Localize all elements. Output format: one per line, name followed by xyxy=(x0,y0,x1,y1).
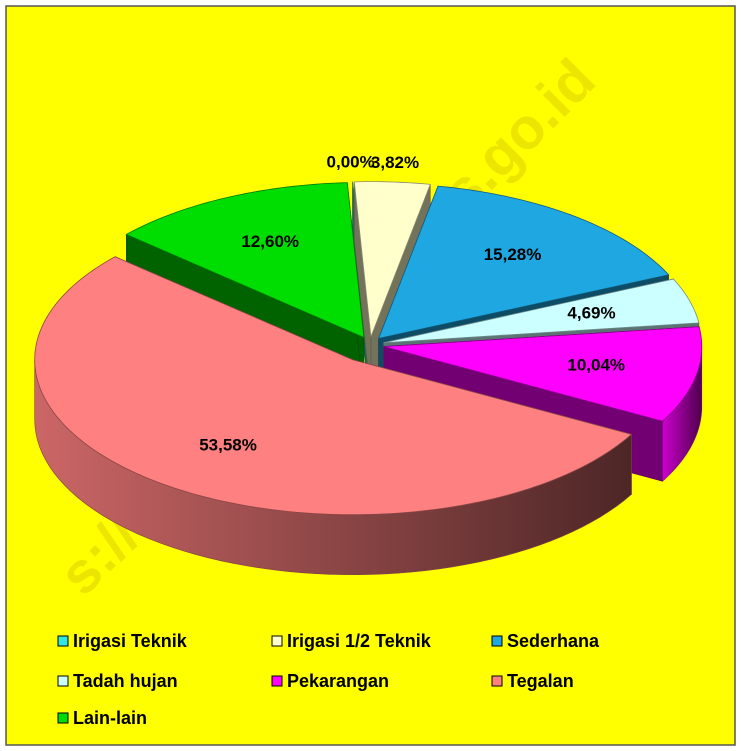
slice-top xyxy=(378,185,670,339)
slice-top xyxy=(383,278,700,344)
data-label: 0,00% xyxy=(327,153,375,172)
data-label: 53,58% xyxy=(199,435,257,454)
legend-swatch xyxy=(491,675,503,687)
legend-swatch xyxy=(57,675,69,687)
data-label: 12,60% xyxy=(241,232,299,251)
slice-top xyxy=(383,326,703,422)
legend: Irigasi Teknik Irigasi 1/2 Teknik Sederhan… xyxy=(57,631,600,728)
legend-swatch xyxy=(271,635,283,647)
legend-label: Tadah hujan xyxy=(73,671,178,691)
data-label: 15,28% xyxy=(484,245,542,264)
slice-top xyxy=(125,182,365,339)
data-label: 3,82% xyxy=(371,153,419,172)
data-label: 4,69% xyxy=(567,303,615,322)
legend-label: Tegalan xyxy=(507,671,574,691)
legend-swatch xyxy=(57,635,69,647)
legend-label: Pekarangan xyxy=(287,671,389,691)
slice xyxy=(34,256,633,575)
pie: 0,00%3,82% 15,28% 4,69% 10,04% 53,58% 12,60% xyxy=(34,153,703,575)
slice-top xyxy=(34,256,633,516)
legend-swatch xyxy=(57,712,69,724)
legend-swatch xyxy=(491,635,503,647)
legend-swatch xyxy=(271,675,283,687)
legend-label: Irigasi Teknik xyxy=(73,631,188,651)
legend-label: Irigasi 1/2 Teknik xyxy=(287,631,432,651)
legend-label: Sederhana xyxy=(507,631,600,651)
legend-label: Lain-lain xyxy=(73,708,147,728)
slice-top xyxy=(353,181,431,337)
data-label: 10,04% xyxy=(567,356,625,375)
